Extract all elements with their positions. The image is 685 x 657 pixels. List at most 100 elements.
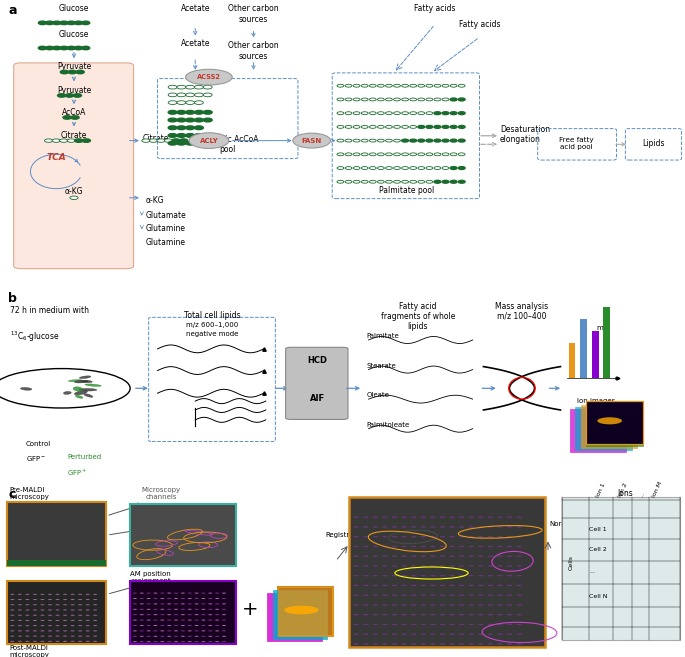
Circle shape — [442, 180, 449, 183]
Circle shape — [449, 516, 455, 518]
FancyBboxPatch shape — [14, 63, 134, 269]
Circle shape — [147, 620, 151, 621]
Circle shape — [394, 153, 401, 156]
Circle shape — [421, 526, 426, 528]
Circle shape — [449, 526, 455, 528]
Circle shape — [353, 153, 360, 156]
Circle shape — [71, 116, 79, 119]
Circle shape — [442, 167, 449, 170]
Circle shape — [203, 118, 212, 122]
Circle shape — [25, 641, 29, 642]
Circle shape — [55, 599, 60, 600]
Circle shape — [373, 575, 378, 576]
Circle shape — [52, 139, 60, 143]
Circle shape — [195, 625, 199, 626]
Circle shape — [478, 536, 484, 537]
Text: Post-MALDI
microscopy: Post-MALDI microscopy — [10, 645, 49, 657]
Circle shape — [186, 101, 195, 104]
Text: α-KG: α-KG — [64, 187, 84, 196]
Circle shape — [410, 84, 416, 87]
Text: Fatty acids: Fatty acids — [459, 20, 500, 29]
Circle shape — [394, 98, 401, 101]
Circle shape — [382, 623, 388, 625]
Circle shape — [458, 153, 465, 156]
Circle shape — [369, 84, 376, 87]
Circle shape — [188, 609, 192, 610]
Circle shape — [33, 594, 37, 595]
Circle shape — [353, 643, 359, 645]
FancyBboxPatch shape — [273, 590, 327, 639]
Circle shape — [55, 625, 60, 626]
Circle shape — [488, 633, 493, 635]
Circle shape — [392, 595, 397, 596]
Circle shape — [201, 625, 206, 626]
Circle shape — [382, 575, 388, 576]
Circle shape — [353, 139, 360, 142]
Circle shape — [177, 126, 186, 129]
Circle shape — [153, 630, 158, 631]
Circle shape — [363, 604, 369, 606]
Text: Acetate: Acetate — [180, 39, 210, 49]
Circle shape — [450, 180, 457, 183]
Circle shape — [195, 614, 199, 615]
Circle shape — [430, 526, 436, 528]
Circle shape — [160, 630, 164, 631]
Circle shape — [78, 635, 82, 637]
Circle shape — [353, 516, 359, 518]
Circle shape — [450, 98, 457, 101]
Circle shape — [382, 595, 388, 596]
Text: ...: ... — [589, 569, 595, 574]
Circle shape — [478, 604, 484, 606]
Circle shape — [488, 614, 493, 616]
Circle shape — [93, 635, 97, 637]
Circle shape — [426, 167, 433, 170]
Circle shape — [430, 546, 436, 547]
Circle shape — [497, 556, 503, 557]
Circle shape — [201, 614, 206, 615]
Circle shape — [86, 625, 90, 626]
Circle shape — [507, 623, 512, 625]
Circle shape — [33, 604, 37, 605]
Circle shape — [469, 614, 474, 616]
Circle shape — [478, 546, 484, 547]
Circle shape — [459, 604, 464, 606]
Circle shape — [188, 614, 192, 615]
Circle shape — [426, 84, 433, 87]
Circle shape — [33, 625, 37, 626]
Circle shape — [459, 643, 464, 645]
Circle shape — [38, 21, 47, 24]
Circle shape — [497, 604, 503, 606]
Circle shape — [353, 112, 360, 114]
Circle shape — [345, 167, 352, 170]
Circle shape — [25, 604, 29, 605]
Circle shape — [459, 595, 464, 596]
Circle shape — [426, 139, 433, 142]
Text: Registration: Registration — [325, 532, 367, 537]
Circle shape — [411, 595, 416, 596]
Circle shape — [153, 598, 158, 599]
Circle shape — [48, 620, 52, 621]
Circle shape — [440, 526, 445, 528]
Circle shape — [394, 167, 401, 170]
Circle shape — [345, 153, 352, 156]
Circle shape — [382, 536, 388, 537]
Circle shape — [160, 614, 164, 615]
FancyBboxPatch shape — [586, 403, 643, 447]
Circle shape — [177, 133, 186, 137]
FancyBboxPatch shape — [569, 343, 575, 378]
Circle shape — [430, 585, 436, 586]
Circle shape — [160, 625, 164, 626]
Circle shape — [353, 167, 360, 170]
Circle shape — [401, 604, 407, 606]
Circle shape — [10, 594, 14, 595]
Circle shape — [459, 516, 464, 518]
Circle shape — [386, 112, 393, 114]
Circle shape — [33, 599, 37, 600]
Circle shape — [361, 125, 368, 128]
Circle shape — [60, 70, 68, 74]
Circle shape — [421, 556, 426, 557]
Circle shape — [215, 614, 219, 615]
Circle shape — [174, 603, 178, 604]
Text: Cell 2: Cell 2 — [589, 547, 607, 552]
Circle shape — [222, 641, 226, 642]
